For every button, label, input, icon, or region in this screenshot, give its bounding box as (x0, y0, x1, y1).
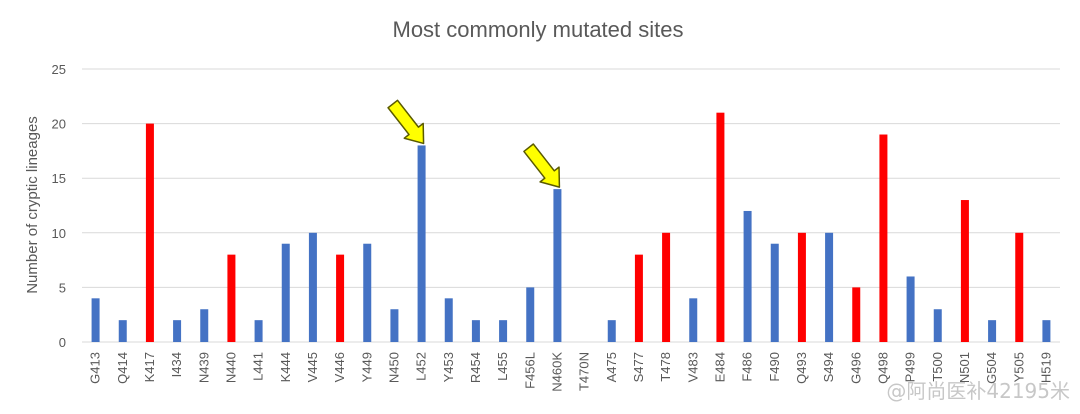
bar-v483 (689, 298, 698, 342)
chart-title: Most commonly mutated sites (393, 17, 684, 42)
gridlines (82, 68, 1060, 343)
bar-y505 (1015, 232, 1024, 342)
bar-l441 (254, 320, 263, 342)
y-tick-label: 10 (52, 226, 66, 241)
y-tick-labels: 0 5 10 15 20 25 (52, 62, 66, 350)
x-tick-label: L452 (414, 352, 429, 381)
y-tick-label: 20 (52, 117, 66, 132)
x-tick-label: Q498 (875, 352, 890, 384)
bar-p499 (906, 276, 915, 342)
bar-f456l (526, 287, 535, 342)
x-tick-label: F486 (740, 352, 755, 382)
x-tick-label: V445 (305, 352, 320, 382)
y-tick-label: 5 (59, 280, 66, 295)
x-tick-label: N440 (223, 352, 238, 383)
x-tick-label: N501 (957, 352, 972, 383)
x-tick-label: N460K (549, 352, 564, 392)
bar-y449 (363, 243, 372, 342)
x-tick-label: N439 (196, 352, 211, 383)
y-tick-label: 15 (52, 171, 66, 186)
x-tick-label: Y449 (359, 352, 374, 382)
x-tick-label: T500 (930, 352, 945, 382)
y-axis-label: Number of cryptic lineages (24, 116, 41, 294)
x-tick-label: T478 (658, 352, 673, 382)
x-tick-label: Y505 (1011, 352, 1026, 382)
bar-n439 (200, 309, 209, 342)
bar-q498 (879, 134, 888, 342)
bar-v446 (336, 254, 345, 342)
x-tick-label: G413 (88, 352, 103, 384)
x-tick-label: F490 (767, 352, 782, 382)
y-tick-label: 0 (59, 335, 66, 350)
bar-r454 (471, 320, 480, 342)
bar-n440 (227, 254, 236, 342)
x-tick-label: K417 (142, 352, 157, 382)
bar-q493 (797, 232, 806, 342)
watermark: @阿尚医补42195米 (886, 379, 1070, 403)
bar-s477 (634, 254, 643, 342)
bar-g413 (91, 298, 100, 342)
x-tick-label: Q414 (115, 352, 130, 384)
x-tick-label: K444 (278, 352, 293, 382)
x-tick-label: I434 (169, 352, 184, 377)
x-tick-label: L455 (495, 352, 510, 381)
bar-g496 (852, 287, 861, 342)
bar-t478 (662, 232, 671, 342)
bar-h519 (1042, 320, 1051, 342)
x-tick-label: P499 (903, 352, 918, 382)
bar-q414 (118, 320, 127, 342)
x-tick-label: Q493 (794, 352, 809, 384)
bar-f486 (743, 210, 752, 342)
bar-s494 (825, 232, 834, 342)
bar-k417 (145, 123, 154, 342)
bar-g504 (988, 320, 997, 342)
arrow-n460k (523, 143, 561, 188)
bar-n450 (390, 309, 399, 342)
x-tick-label: G496 (848, 352, 863, 384)
x-tick-label: L441 (251, 352, 266, 381)
x-tick-label: G504 (984, 352, 999, 384)
x-tick-label: E484 (712, 352, 727, 382)
bar-f490 (770, 243, 779, 342)
bar-n501 (960, 200, 969, 342)
arrow-l452 (387, 99, 425, 145)
bars (91, 112, 1051, 343)
y-tick-label: 25 (52, 62, 66, 77)
bar-l455 (499, 320, 508, 342)
annotation-arrows (387, 99, 561, 188)
x-tick-label: V483 (685, 352, 700, 382)
bar-y453 (444, 298, 453, 342)
bar-k444 (281, 243, 290, 342)
x-tick-label: A475 (604, 352, 619, 382)
bar-a475 (607, 320, 616, 342)
x-tick-label: V446 (332, 352, 347, 382)
bar-t500 (933, 309, 942, 342)
bar-v445 (308, 232, 317, 342)
x-tick-label: Y453 (441, 352, 456, 382)
x-tick-label: H519 (1038, 352, 1053, 383)
x-tick-label: R454 (468, 352, 483, 383)
x-tick-labels: G413 Q414 K417 I434 N439 N440 L441 K444 V445 V446… (88, 352, 1054, 392)
x-tick-label: F456L (522, 352, 537, 389)
x-tick-label: N450 (386, 352, 401, 383)
x-tick-label: S477 (631, 352, 646, 382)
bar-n460k (553, 189, 562, 342)
bar-e484 (716, 112, 725, 343)
bar-i434 (173, 320, 182, 342)
x-tick-label: S494 (821, 352, 836, 382)
x-tick-label: T470N (577, 352, 592, 391)
bar-l452 (417, 145, 426, 342)
